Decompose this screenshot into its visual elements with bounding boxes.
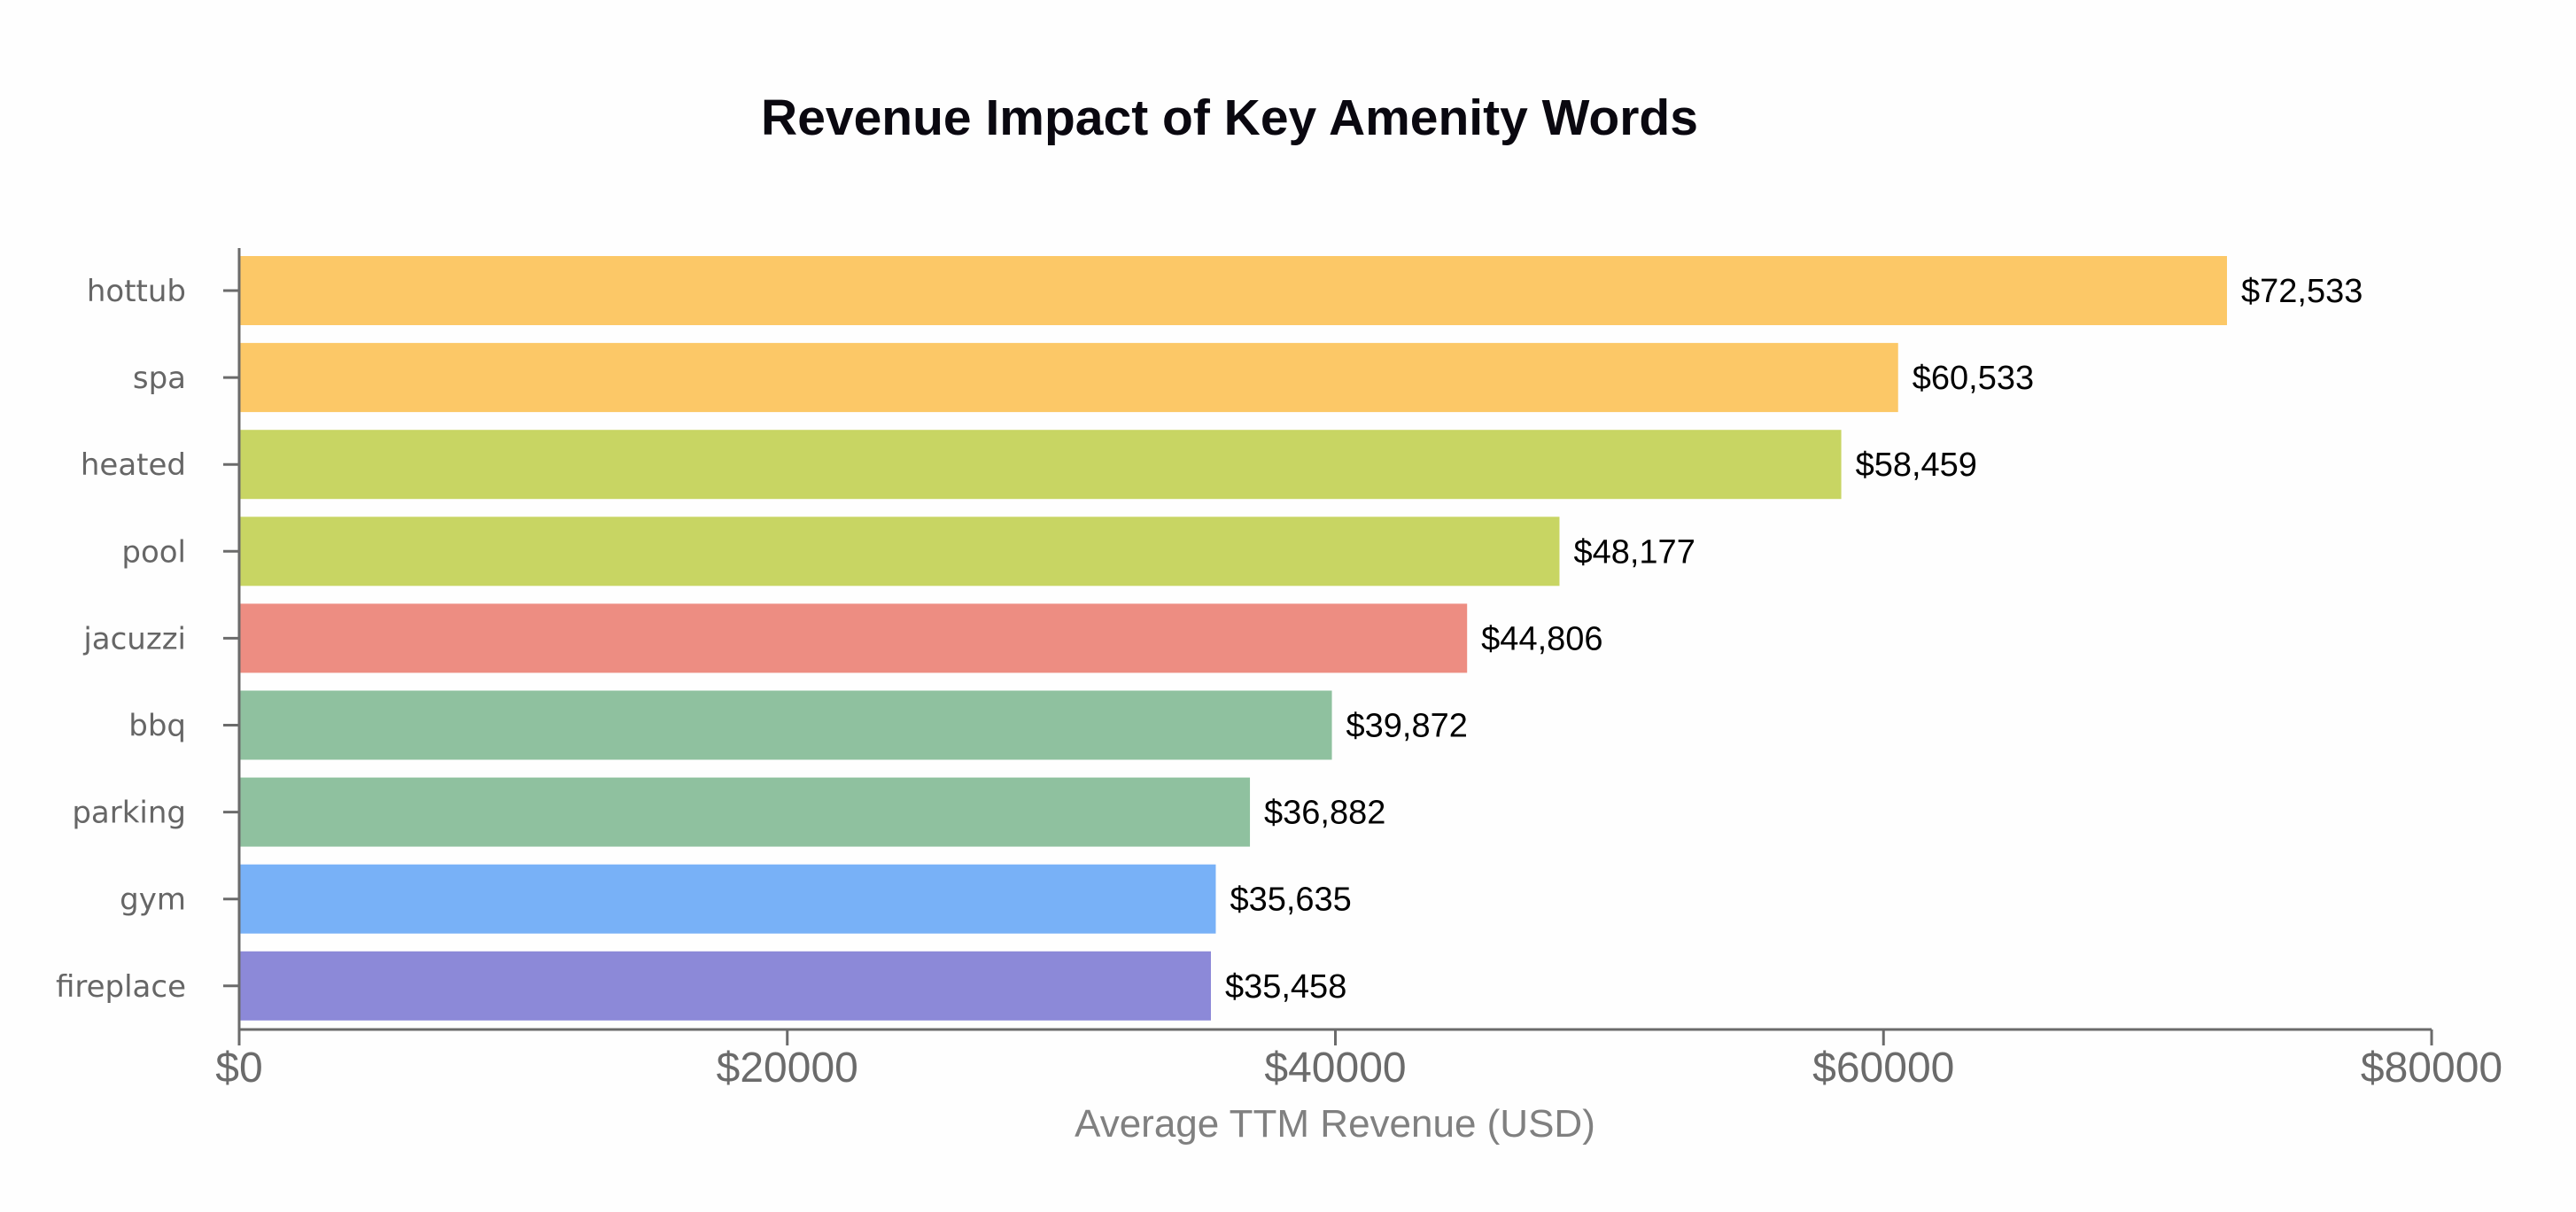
bar-hottub xyxy=(240,256,2227,325)
y-tick-label: spa xyxy=(133,361,186,396)
bar-parking xyxy=(240,777,1251,847)
x-tick-label: $60000 xyxy=(1812,1045,1954,1092)
bars-group xyxy=(240,256,2227,1021)
x-tick-label: $40000 xyxy=(1264,1045,1406,1092)
value-label: $58,459 xyxy=(1856,447,1977,484)
value-label: $35,458 xyxy=(1225,968,1346,1006)
bar-jacuzzi xyxy=(240,603,1468,673)
y-tick-label: parking xyxy=(72,796,186,831)
value-label: $36,882 xyxy=(1264,795,1385,832)
bar-bbq xyxy=(240,690,1332,760)
bar-fireplace xyxy=(240,951,1211,1021)
value-label: $39,872 xyxy=(1346,708,1468,745)
value-label: $35,635 xyxy=(1230,882,1351,919)
x-axis-ticks: $0 $20000 $40000 $60000 $80000 xyxy=(215,1029,2502,1092)
value-labels: $72,533 $60,533 $58,459 $48,177 $44,806 $39,8… xyxy=(1225,273,2363,1006)
x-tick-label: $0 xyxy=(215,1045,262,1092)
x-tick-label: $80000 xyxy=(2361,1045,2502,1092)
value-label: $44,806 xyxy=(1481,620,1602,657)
value-label: $60,533 xyxy=(1913,360,2034,397)
value-label: $48,177 xyxy=(1573,533,1695,571)
chart-title: Revenue Impact of Key Amenity Words xyxy=(761,89,1698,146)
y-tick-label: pool xyxy=(121,534,186,570)
x-axis-title: Average TTM Revenue (USD) xyxy=(1075,1102,1595,1146)
y-axis-labels: hottub spa heated pool jacuzzi bbq parking gym f… xyxy=(56,274,239,1005)
y-tick-label: heated xyxy=(81,447,186,483)
y-tick-label: bbq xyxy=(128,709,186,744)
y-tick-label: fireplace xyxy=(56,969,186,1005)
x-tick-label: $20000 xyxy=(717,1045,858,1092)
bar-gym xyxy=(240,864,1216,934)
bar-pool xyxy=(240,517,1560,587)
y-tick-label: jacuzzi xyxy=(82,621,186,656)
bar-heated xyxy=(240,430,1842,500)
y-tick-label: hottub xyxy=(87,274,186,309)
value-label: $72,533 xyxy=(2241,273,2363,310)
bar-spa xyxy=(240,343,1898,413)
y-tick-label: gym xyxy=(120,882,186,918)
